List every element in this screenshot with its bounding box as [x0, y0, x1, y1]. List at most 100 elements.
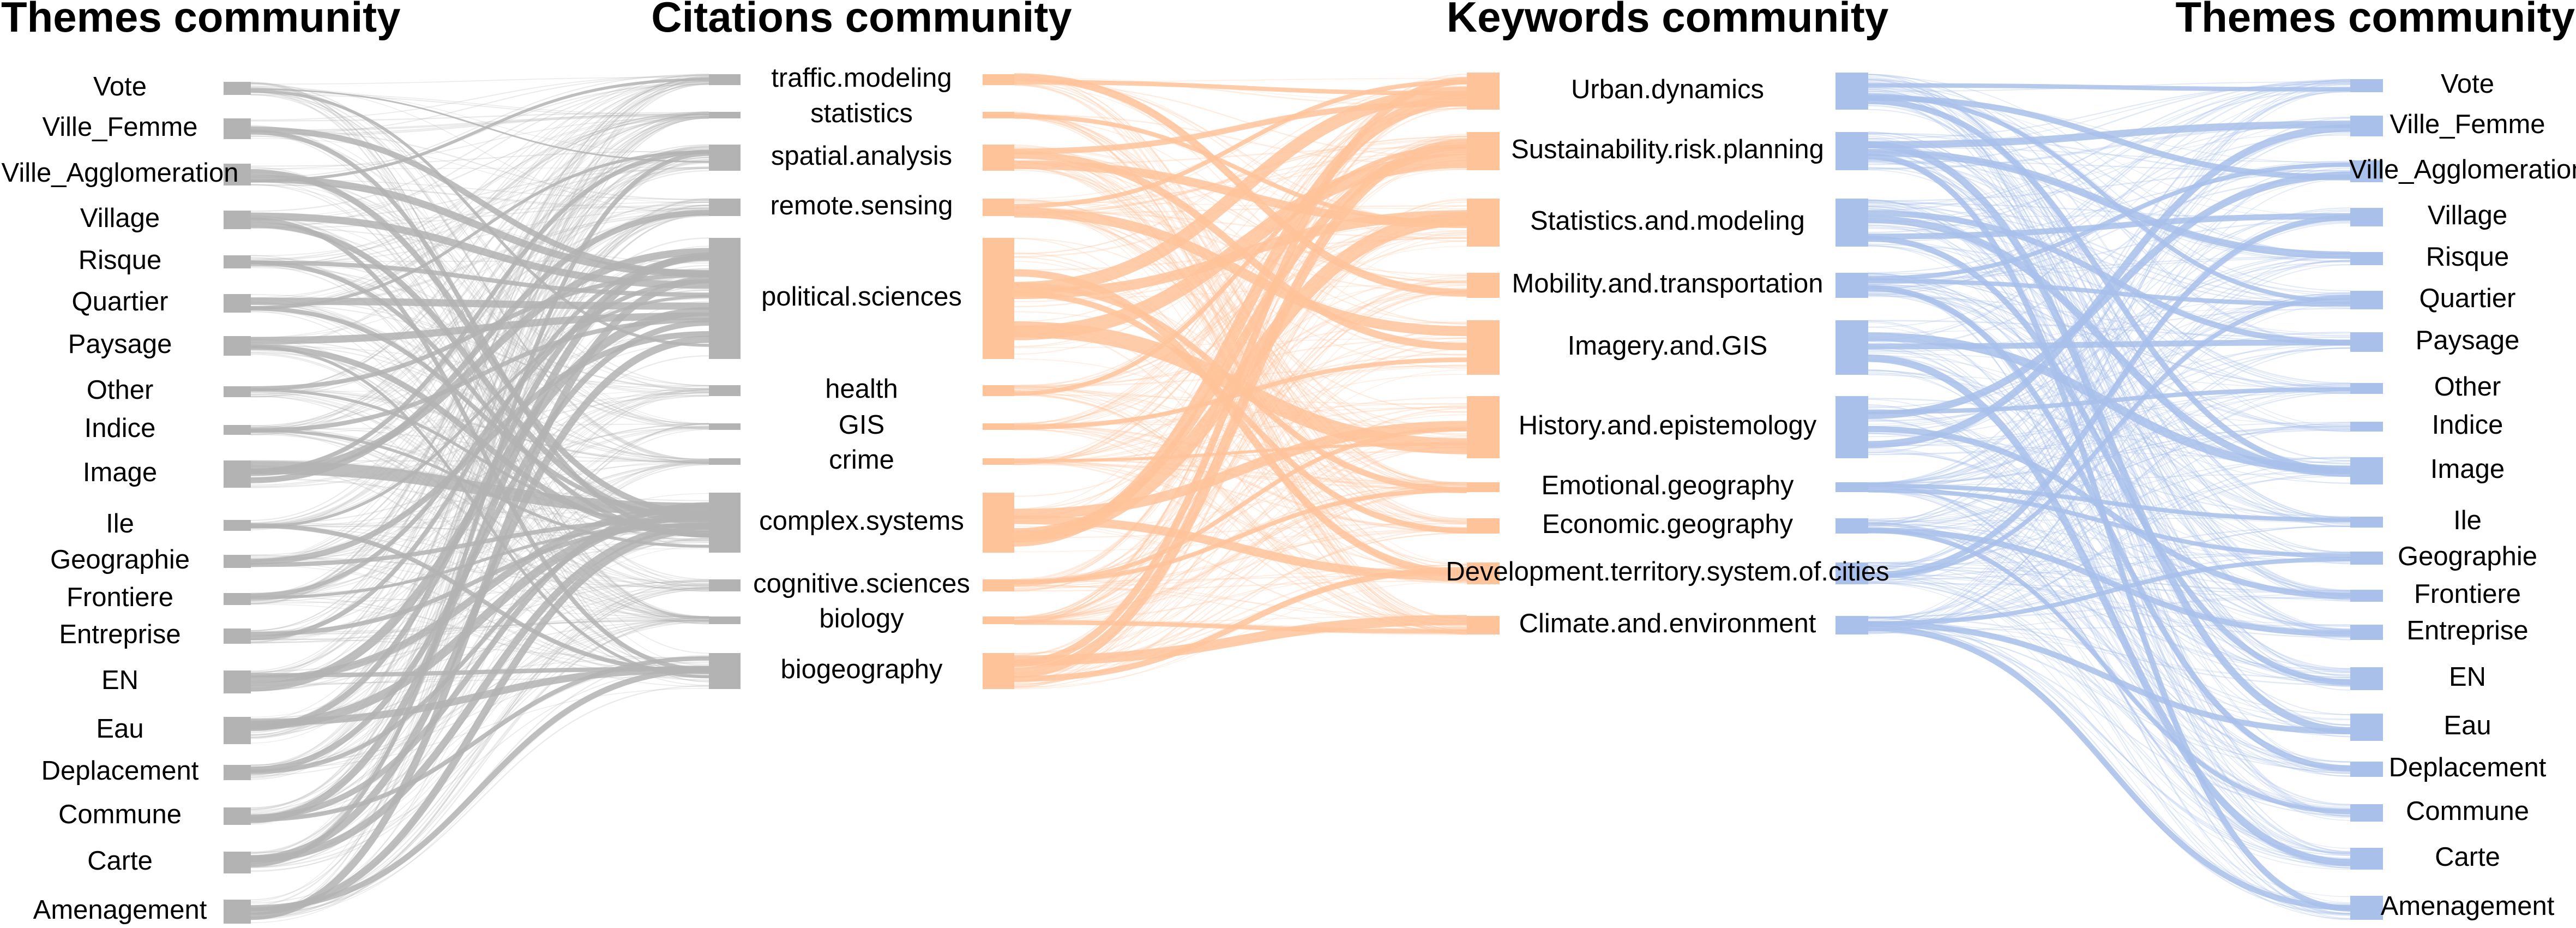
flow-keyword-to-theme-faint: [1868, 472, 2351, 625]
flow-theme-to-citation-faint: [250, 80, 709, 678]
flow-theme-to-citation-faint: [250, 459, 709, 812]
flow-political-sciences-to-urban-dynamics: [1014, 86, 1467, 295]
flow-theme-to-citation-faint: [250, 386, 709, 464]
flow-keyword-to-theme-faint: [1868, 427, 2351, 777]
flow-citation-to-keyword-faint: [1014, 519, 1467, 619]
flow-citation-to-keyword-faint: [1014, 425, 1467, 487]
node-bar-keyword-out-imagery-and-gis: [1835, 320, 1868, 375]
flow-theme-to-citation-faint: [250, 211, 709, 739]
flow-theme-to-citation-faint: [250, 617, 709, 920]
flow-keyword-to-theme-faint: [1868, 575, 2351, 897]
node-bar-theme-left-paysage: [224, 336, 251, 356]
label-theme-right-deplacement: Deplacement: [2389, 753, 2547, 782]
flow-keyword-to-theme-faint: [1868, 524, 2351, 810]
flow-citation-to-keyword-faint: [1014, 138, 1467, 215]
flow-theme-to-citation-faint: [250, 423, 709, 429]
flow-keyword-to-theme-faint: [1868, 295, 2351, 387]
flow-keyword-to-theme-faint: [1868, 530, 2351, 715]
flow-citation-to-keyword-faint: [1014, 169, 1467, 428]
label-theme-right-paysage: Paysage: [2416, 326, 2520, 355]
node-bar-keyword-in-mobility-and-transportation: [1467, 273, 1500, 298]
flow-keyword-to-theme-faint: [1868, 134, 2351, 631]
flow-theme-to-citation-faint: [250, 432, 709, 618]
label-theme-left-frontiere: Frontiere: [67, 583, 173, 612]
flow-citation-to-keyword-faint: [1014, 427, 1467, 533]
flow-keyword-to-theme-faint: [1868, 273, 2351, 915]
node-bar-keyword-out-mobility-and-transportation: [1835, 273, 1868, 298]
flow-quartier-to-spatial-analysis: [250, 150, 709, 310]
flow-theme-to-citation-faint: [250, 459, 709, 815]
flow-citation-to-keyword-faint: [1014, 136, 1467, 214]
flow-keyword-to-theme-faint: [1868, 74, 2351, 428]
label-theme-right-other: Other: [2434, 372, 2501, 402]
flow-theme-to-citation-faint: [250, 114, 709, 221]
node-bar-theme-right-quartier: [2350, 291, 2383, 309]
label-theme-right-quartier: Quartier: [2419, 284, 2515, 313]
label-theme-left-risque: Risque: [79, 246, 162, 275]
flow-theme-to-citation-faint: [250, 113, 709, 307]
flow-image-to-political-sciences: [250, 248, 709, 476]
flow-citation-to-keyword-faint: [1014, 146, 1467, 284]
label-theme-right-indice: Indice: [2432, 410, 2503, 440]
flow-citation-to-keyword-faint: [1014, 531, 1467, 587]
node-bar-theme-right-entreprise: [2350, 625, 2383, 640]
node-bar-keyword-out-urban-dynamics: [1835, 73, 1868, 110]
label-theme-left-eau: Eau: [96, 714, 143, 744]
node-bar-theme-left-deplacement: [224, 765, 251, 780]
node-bar-citation-out-remote-sensing: [983, 199, 1014, 216]
flow-citation-to-keyword-faint: [1014, 117, 1467, 485]
flow-theme-to-citation-faint: [250, 616, 709, 869]
flow-keyword-to-theme-faint: [1868, 89, 2351, 519]
flow-statistics-and-modeling-to-village: [1868, 213, 2351, 240]
flow-urban-dynamics-to-vote: [1868, 83, 2351, 92]
flow-theme-to-citation-faint: [250, 199, 709, 854]
flow-mobility-and-transportation-to-ville-agglomeration: [1868, 163, 2351, 281]
flow-citation-to-keyword-faint: [1014, 75, 1467, 520]
flow-deplacement-to-complex-systems: [250, 513, 709, 774]
flow-citation-to-keyword-faint: [1014, 530, 1467, 552]
labels: Vote Vote Ville_Femme Ville_Femme Ville_Aggl…: [2, 63, 2576, 925]
flow-theme-to-citation-faint: [250, 74, 709, 346]
flow-entreprise-to-political-sciences: [250, 255, 709, 640]
flow-keyword-to-theme-faint: [1868, 355, 2351, 484]
flow-theme-to-citation-faint: [250, 619, 709, 636]
node-bar-theme-right-geographie: [2350, 552, 2383, 565]
flow-keyword-to-theme-faint: [1868, 82, 2351, 867]
flow-keyword-to-theme-faint: [1868, 529, 2351, 720]
flow-citation-to-keyword-faint: [1014, 148, 1467, 283]
flow-development-territory-system-of-cities-to-village: [1868, 214, 2351, 578]
label-citation-cognitive-sciences: cognitive.sciences: [753, 569, 970, 598]
node-bar-keyword-out-sustainability-risk-planning: [1835, 132, 1868, 170]
flow-theme-to-citation-faint: [250, 546, 709, 821]
flow-theme-to-citation-faint: [250, 118, 709, 732]
flow-theme-to-citation-faint: [250, 74, 709, 397]
flow-citation-to-keyword-faint: [1014, 423, 1467, 532]
label-theme-left-paysage: Paysage: [68, 330, 172, 359]
flow-keyword-to-theme-faint: [1868, 628, 2351, 767]
flow-keyword-to-theme-faint: [1868, 627, 2351, 772]
node-bar-theme-left-quartier: [224, 294, 251, 313]
flow-history-and-epistemology-to-ville-agglomeration: [1868, 171, 2351, 419]
flow-theme-to-citation-faint: [250, 111, 709, 307]
flow-theme-to-citation-faint: [250, 160, 709, 261]
flow-theme-to-citation-faint: [250, 672, 709, 918]
node-bar-keyword-in-climate-and-environment: [1467, 616, 1500, 634]
flow-theme-to-citation-faint: [250, 113, 709, 673]
flow-keyword-to-theme-faint: [1868, 562, 2351, 594]
flow-keyword-to-theme-faint: [1868, 581, 2351, 816]
flow-theme-to-citation-faint: [250, 200, 709, 738]
flow-theme-to-citation-faint: [250, 432, 709, 620]
label-theme-left-en: EN: [101, 666, 139, 695]
node-bar-keyword-in-imagery-and-gis: [1467, 320, 1500, 375]
flow-theme-to-citation-faint: [250, 83, 709, 865]
flow-biogeography-to-development-territory-system-of-cities: [1014, 567, 1467, 682]
flow-citation-to-keyword-faint: [1014, 291, 1467, 619]
flow-theme-to-citation-faint: [250, 170, 709, 619]
flow-theme-to-citation-faint: [250, 207, 709, 338]
flow-keyword-to-theme-faint: [1868, 404, 2351, 853]
label-keyword-economic-geography: Economic.geography: [1542, 510, 1793, 539]
flow-theme-to-citation-faint: [250, 685, 709, 915]
flow-citation-to-keyword-faint: [1014, 565, 1467, 623]
flow-economic-geography-to-commune: [1868, 528, 2351, 815]
flow-theme-to-citation-faint: [250, 77, 709, 560]
